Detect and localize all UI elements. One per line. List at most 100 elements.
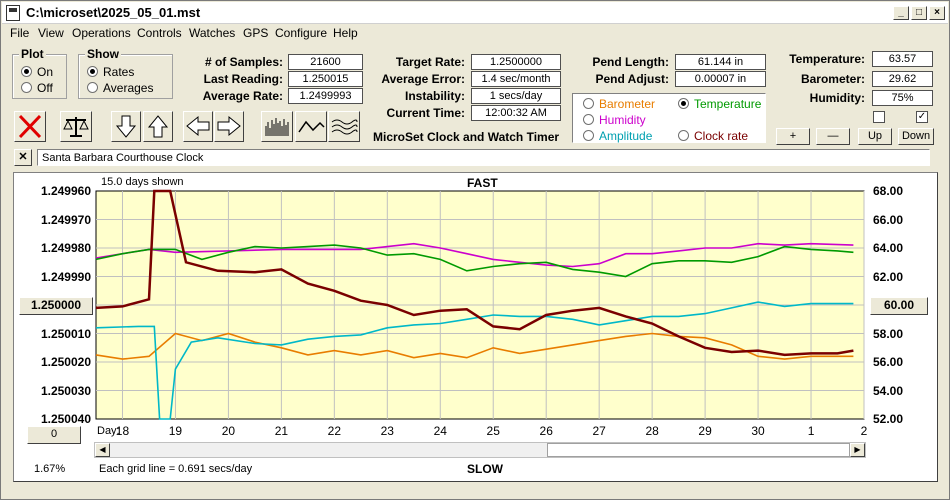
menu-view[interactable]: View xyxy=(38,26,64,40)
target-rate-field[interactable]: 1.2500000 xyxy=(471,54,561,70)
histogram-icon xyxy=(265,118,289,136)
radio-dot xyxy=(21,82,32,93)
scroll-thumb[interactable] xyxy=(547,443,850,457)
right-tick-label: 68.00 xyxy=(873,184,904,198)
current-time-field: 12:00:32 AM xyxy=(471,105,561,121)
smooth-plot-button[interactable] xyxy=(328,111,360,142)
series-clock-rate xyxy=(95,189,854,357)
minimize-button[interactable]: _ xyxy=(893,6,909,20)
temperature-env-label: Temperature: xyxy=(789,52,865,66)
clear-button[interactable] xyxy=(14,111,46,142)
plot-group: Plot On Off xyxy=(12,47,67,99)
left-tick-label: 1.250030 xyxy=(40,383,91,398)
clock-name-field[interactable]: Santa Barbara Courthouse Clock xyxy=(37,149,930,166)
radio-dot xyxy=(87,66,98,77)
menu-watches[interactable]: Watches xyxy=(189,26,236,40)
offset-button[interactable]: 0 xyxy=(27,426,81,444)
scroll-left-button[interactable]: ◀ xyxy=(95,443,110,457)
menu-operations[interactable]: Operations xyxy=(72,26,131,40)
radio-dot xyxy=(87,82,98,93)
humidity-radio[interactable]: Humidity xyxy=(583,113,646,127)
average-rate-label: Average Rate: xyxy=(202,89,283,103)
barometer-radio[interactable]: Barometer xyxy=(583,97,655,111)
menu-controls[interactable]: Controls xyxy=(137,26,182,40)
grid-note-label: Each grid line = 0.691 secs/day xyxy=(99,463,253,475)
average-error-label: Average Error: xyxy=(381,72,465,86)
x-tick-label: 20 xyxy=(221,424,236,438)
radio-dot xyxy=(678,98,689,109)
pend-adjust-field[interactable]: 0.00007 in xyxy=(675,71,766,87)
series-amplitude xyxy=(95,301,854,420)
series-select-box: Barometer Temperature Humidity Amplitude… xyxy=(572,93,766,143)
plot-on-radio[interactable]: On xyxy=(21,65,53,79)
show-rates-radio[interactable]: Rates xyxy=(87,65,134,79)
x-tick-label: 25 xyxy=(486,424,500,438)
clock-rate-label: Clock rate xyxy=(694,129,749,143)
plot-off-radio[interactable]: Off xyxy=(21,81,53,95)
amplitude-radio[interactable]: Amplitude xyxy=(583,129,652,143)
red-x-icon xyxy=(18,114,42,139)
horizontal-scrollbar[interactable]: ◀ ▶ xyxy=(94,442,866,458)
scale-down-button[interactable]: Down xyxy=(898,128,934,145)
scroll-right-button[interactable]: ▶ xyxy=(850,443,865,457)
right-tick-label: 58.00 xyxy=(873,326,904,341)
show-group-title: Show xyxy=(85,47,121,61)
x-tick-label: 19 xyxy=(168,424,183,438)
right-tick-label: 56.00 xyxy=(873,355,904,369)
menu-help[interactable]: Help xyxy=(333,26,358,40)
scale-plus-button[interactable]: + xyxy=(776,128,810,145)
radio-dot xyxy=(583,114,594,125)
right-tick-label: 52.00 xyxy=(873,412,904,426)
balance-button[interactable] xyxy=(60,111,92,142)
right-value-button[interactable]: 60.00 xyxy=(870,297,928,315)
radio-dot xyxy=(583,98,594,109)
x-tick-label: 22 xyxy=(327,424,342,438)
temperature-radio[interactable]: Temperature xyxy=(678,97,761,111)
current-time-label: Current Time: xyxy=(386,106,465,120)
barometer-env-label: Barometer: xyxy=(800,72,865,86)
down-arrow-button[interactable] xyxy=(111,111,141,142)
line-wave-icon xyxy=(298,120,325,133)
left-value-button[interactable]: 1.250000 xyxy=(19,297,93,315)
samples-field: 21600 xyxy=(288,54,363,70)
histogram-button[interactable] xyxy=(261,111,293,142)
up-arrow-icon xyxy=(147,115,169,138)
left-arrow-icon xyxy=(186,115,210,137)
remove-clock-button[interactable]: ✕ xyxy=(14,149,32,166)
right-arrow-button[interactable] xyxy=(214,111,244,142)
plot-on-label: On xyxy=(37,65,54,79)
last-reading-label: Last Reading: xyxy=(203,72,283,86)
checkbox-1[interactable] xyxy=(873,111,885,123)
radio-dot xyxy=(583,130,594,141)
right-tick-label: 64.00 xyxy=(873,241,904,255)
humidity-field: 75% xyxy=(872,90,933,106)
scale-minus-button[interactable]: — xyxy=(816,128,850,145)
temperature-field: 63.57 xyxy=(872,51,933,67)
average-error-field: 1.4 sec/month xyxy=(471,71,561,87)
app-heading: MicroSet Clock and Watch Timer xyxy=(373,130,560,144)
maximize-button[interactable]: □ xyxy=(911,6,927,20)
scale-up-button[interactable]: Up xyxy=(858,128,892,145)
menu-gps[interactable]: GPS xyxy=(243,26,269,40)
left-arrow-button[interactable] xyxy=(183,111,213,142)
show-averages-radio[interactable]: Averages xyxy=(87,81,153,95)
line-plot-button[interactable] xyxy=(295,111,327,142)
menu-bar: File View Operations Controls Watches GP… xyxy=(2,25,948,43)
x-tick-label: 28 xyxy=(645,424,659,438)
menu-configure[interactable]: Configure xyxy=(275,26,328,40)
close-window-button[interactable]: × xyxy=(929,6,945,20)
up-arrow-button[interactable] xyxy=(143,111,173,142)
target-rate-label: Target Rate: xyxy=(395,55,465,69)
app-icon xyxy=(6,5,20,21)
menu-file[interactable]: File xyxy=(10,26,30,40)
left-tick-label: 1.249980 xyxy=(40,241,91,255)
pend-length-field[interactable]: 61.144 in xyxy=(675,54,766,70)
x-tick-label: 2 xyxy=(860,424,868,438)
checkbox-2[interactable]: ✓ xyxy=(916,111,928,123)
barometer-label: Barometer xyxy=(599,97,656,111)
left-tick-label: 1.249960 xyxy=(40,184,91,198)
clock-rate-radio[interactable]: Clock rate xyxy=(678,129,748,143)
x-tick-label: 24 xyxy=(433,424,447,438)
